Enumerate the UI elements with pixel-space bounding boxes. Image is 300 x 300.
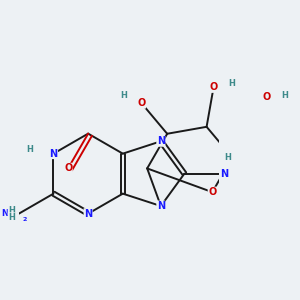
Text: NH: NH bbox=[1, 209, 15, 218]
Text: 2: 2 bbox=[22, 217, 26, 222]
Text: H: H bbox=[120, 91, 127, 100]
Text: O: O bbox=[208, 187, 216, 197]
Text: O: O bbox=[209, 82, 218, 92]
Text: H: H bbox=[225, 153, 232, 162]
Text: N: N bbox=[157, 201, 165, 211]
Text: H: H bbox=[8, 213, 15, 222]
Text: O: O bbox=[64, 163, 72, 173]
Text: H: H bbox=[8, 206, 15, 214]
Text: N: N bbox=[220, 169, 229, 178]
Text: O: O bbox=[263, 92, 271, 102]
Text: N: N bbox=[84, 209, 92, 219]
Text: H: H bbox=[282, 91, 289, 100]
Text: H: H bbox=[26, 146, 33, 154]
Text: O: O bbox=[137, 98, 146, 108]
Text: H: H bbox=[228, 79, 235, 88]
Text: N: N bbox=[157, 136, 165, 146]
Text: N: N bbox=[50, 148, 58, 159]
